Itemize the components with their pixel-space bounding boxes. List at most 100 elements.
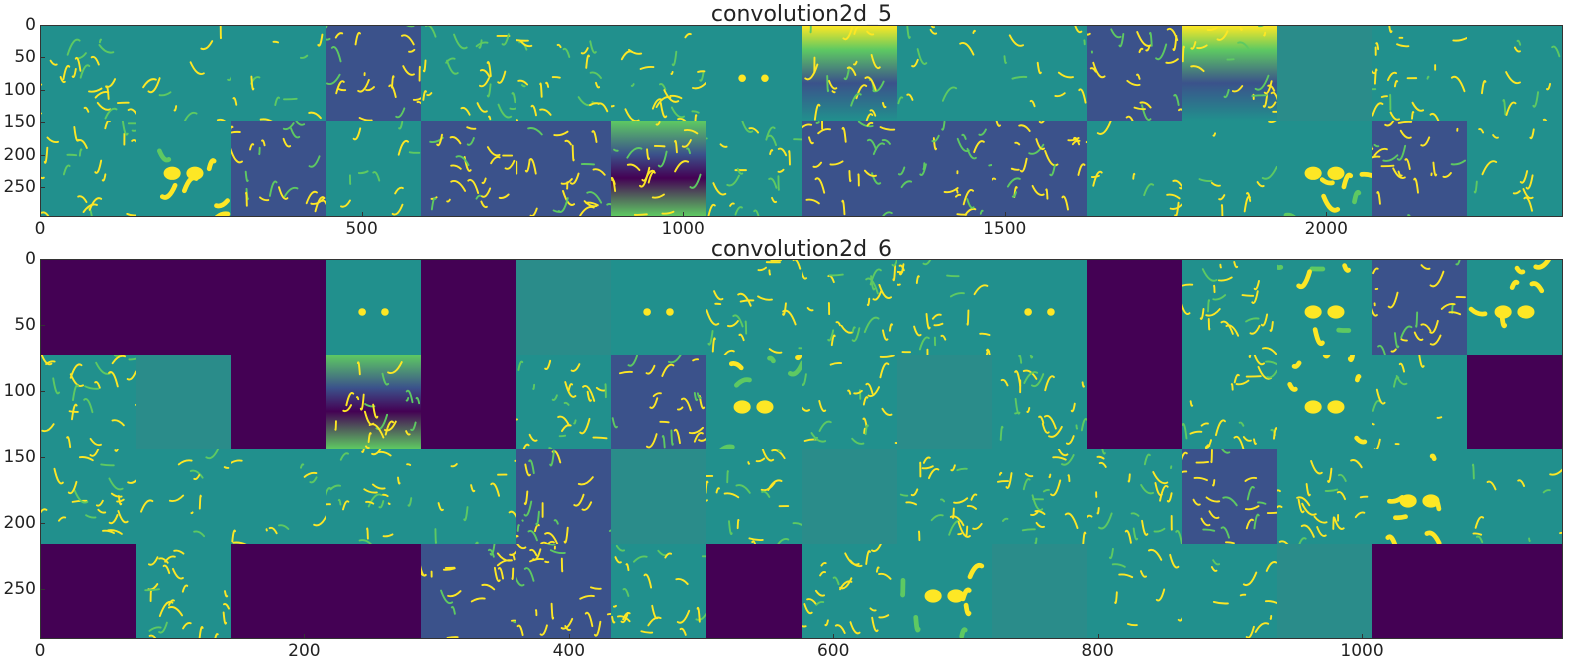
feature-map-tile [136, 544, 231, 639]
feature-map-tile [516, 544, 611, 639]
x-tick-mark [683, 212, 684, 217]
feature-map-tile [1277, 544, 1372, 639]
y-tick-label: 0 [2, 15, 36, 35]
feature-map-tile [992, 355, 1087, 450]
feature-map-tile [992, 544, 1087, 639]
feature-map-tile [326, 449, 421, 544]
feature-map-tile [1087, 449, 1182, 544]
feature-map-tile [1372, 260, 1467, 355]
x-tick-label: 500 [332, 219, 392, 239]
tile-grid [41, 260, 1562, 638]
x-tick-mark [1005, 212, 1006, 217]
feature-map-tile [802, 121, 897, 216]
feature-map-tile [326, 355, 421, 450]
y-tick-label: 150 [2, 112, 36, 132]
feature-map-tile [516, 260, 611, 355]
feature-map-tile [802, 260, 897, 355]
x-tick-label: 800 [1068, 641, 1128, 661]
feature-map-tile [41, 121, 136, 216]
feature-map-tile [897, 260, 992, 355]
x-tick-mark [1326, 212, 1327, 217]
feature-map-tile [706, 26, 801, 121]
x-tick-mark [40, 634, 41, 639]
y-tick-label: 250 [2, 579, 36, 599]
x-tick-mark [1098, 634, 1099, 639]
feature-map-tile [421, 260, 516, 355]
y-tick-label: 0 [2, 249, 36, 269]
y-tick-mark [40, 57, 45, 58]
x-tick-label: 0 [10, 641, 70, 661]
feature-map-tile [1372, 26, 1467, 121]
feature-map-tile [41, 355, 136, 450]
y-tick-label: 250 [2, 177, 36, 197]
feature-map-tile [1467, 121, 1562, 216]
feature-map-tile [1182, 449, 1277, 544]
feature-map-tile [897, 544, 992, 639]
x-tick-label: 200 [274, 641, 334, 661]
feature-map-tile [421, 355, 516, 450]
chart-title-convolution2d-5: convolution2d_5 [40, 2, 1563, 27]
feature-map-tile [136, 121, 231, 216]
feature-map-tile [706, 449, 801, 544]
feature-map-tile [1467, 26, 1562, 121]
feature-map-tile [1277, 355, 1372, 450]
y-tick-mark [40, 25, 45, 26]
feature-map-tile [326, 121, 421, 216]
y-tick-label: 100 [2, 381, 36, 401]
x-tick-label: 1000 [1332, 641, 1392, 661]
y-tick-mark [40, 187, 45, 188]
feature-map-tile [1277, 121, 1372, 216]
feature-map-tile [231, 26, 326, 121]
feature-map-tile [41, 544, 136, 639]
y-tick-mark [40, 325, 45, 326]
feature-map-tile [611, 260, 706, 355]
feature-map-tile [706, 355, 801, 450]
feature-map-tile [1467, 449, 1562, 544]
feature-map-tile [231, 544, 326, 639]
feature-map-tile [992, 26, 1087, 121]
feature-map-tile [421, 121, 516, 216]
feature-map-tile [1087, 260, 1182, 355]
feature-map-tile [1372, 355, 1467, 450]
feature-map-tile [516, 26, 611, 121]
feature-map-tile [421, 449, 516, 544]
feature-map-tile [1087, 26, 1182, 121]
feature-map-tile [516, 449, 611, 544]
feature-map-tile [326, 544, 421, 639]
feature-map-tile [1277, 449, 1372, 544]
y-tick-label: 50 [2, 47, 36, 67]
feature-map-tile [992, 449, 1087, 544]
y-tick-mark [40, 90, 45, 91]
feature-map-tile [1182, 544, 1277, 639]
feature-map-tile [1182, 260, 1277, 355]
feature-map-tile [326, 26, 421, 121]
feature-map-tile [136, 449, 231, 544]
feature-map-tile [41, 26, 136, 121]
feature-map-tile [1372, 121, 1467, 216]
feature-map-tile [611, 121, 706, 216]
x-tick-label: 1000 [653, 219, 713, 239]
feature-map-grid-convolution2d-6 [40, 259, 1563, 639]
feature-map-tile [802, 544, 897, 639]
feature-map-tile [1182, 355, 1277, 450]
x-tick-mark [40, 212, 41, 217]
feature-map-tile [136, 260, 231, 355]
y-tick-mark [40, 589, 45, 590]
feature-map-tile [897, 121, 992, 216]
feature-map-tile [897, 355, 992, 450]
feature-map-tile [611, 355, 706, 450]
feature-map-tile [326, 260, 421, 355]
feature-map-tile [231, 260, 326, 355]
x-tick-mark [304, 634, 305, 639]
feature-map-tile [992, 121, 1087, 216]
feature-map-tile [706, 544, 801, 639]
tile-grid [41, 26, 1562, 216]
x-tick-mark [833, 634, 834, 639]
feature-map-tile [802, 355, 897, 450]
feature-map-tile [421, 26, 516, 121]
feature-map-tile [897, 449, 992, 544]
feature-map-tile [1467, 260, 1562, 355]
feature-map-tile [516, 355, 611, 450]
feature-map-tile [421, 544, 516, 639]
y-tick-label: 200 [2, 513, 36, 533]
